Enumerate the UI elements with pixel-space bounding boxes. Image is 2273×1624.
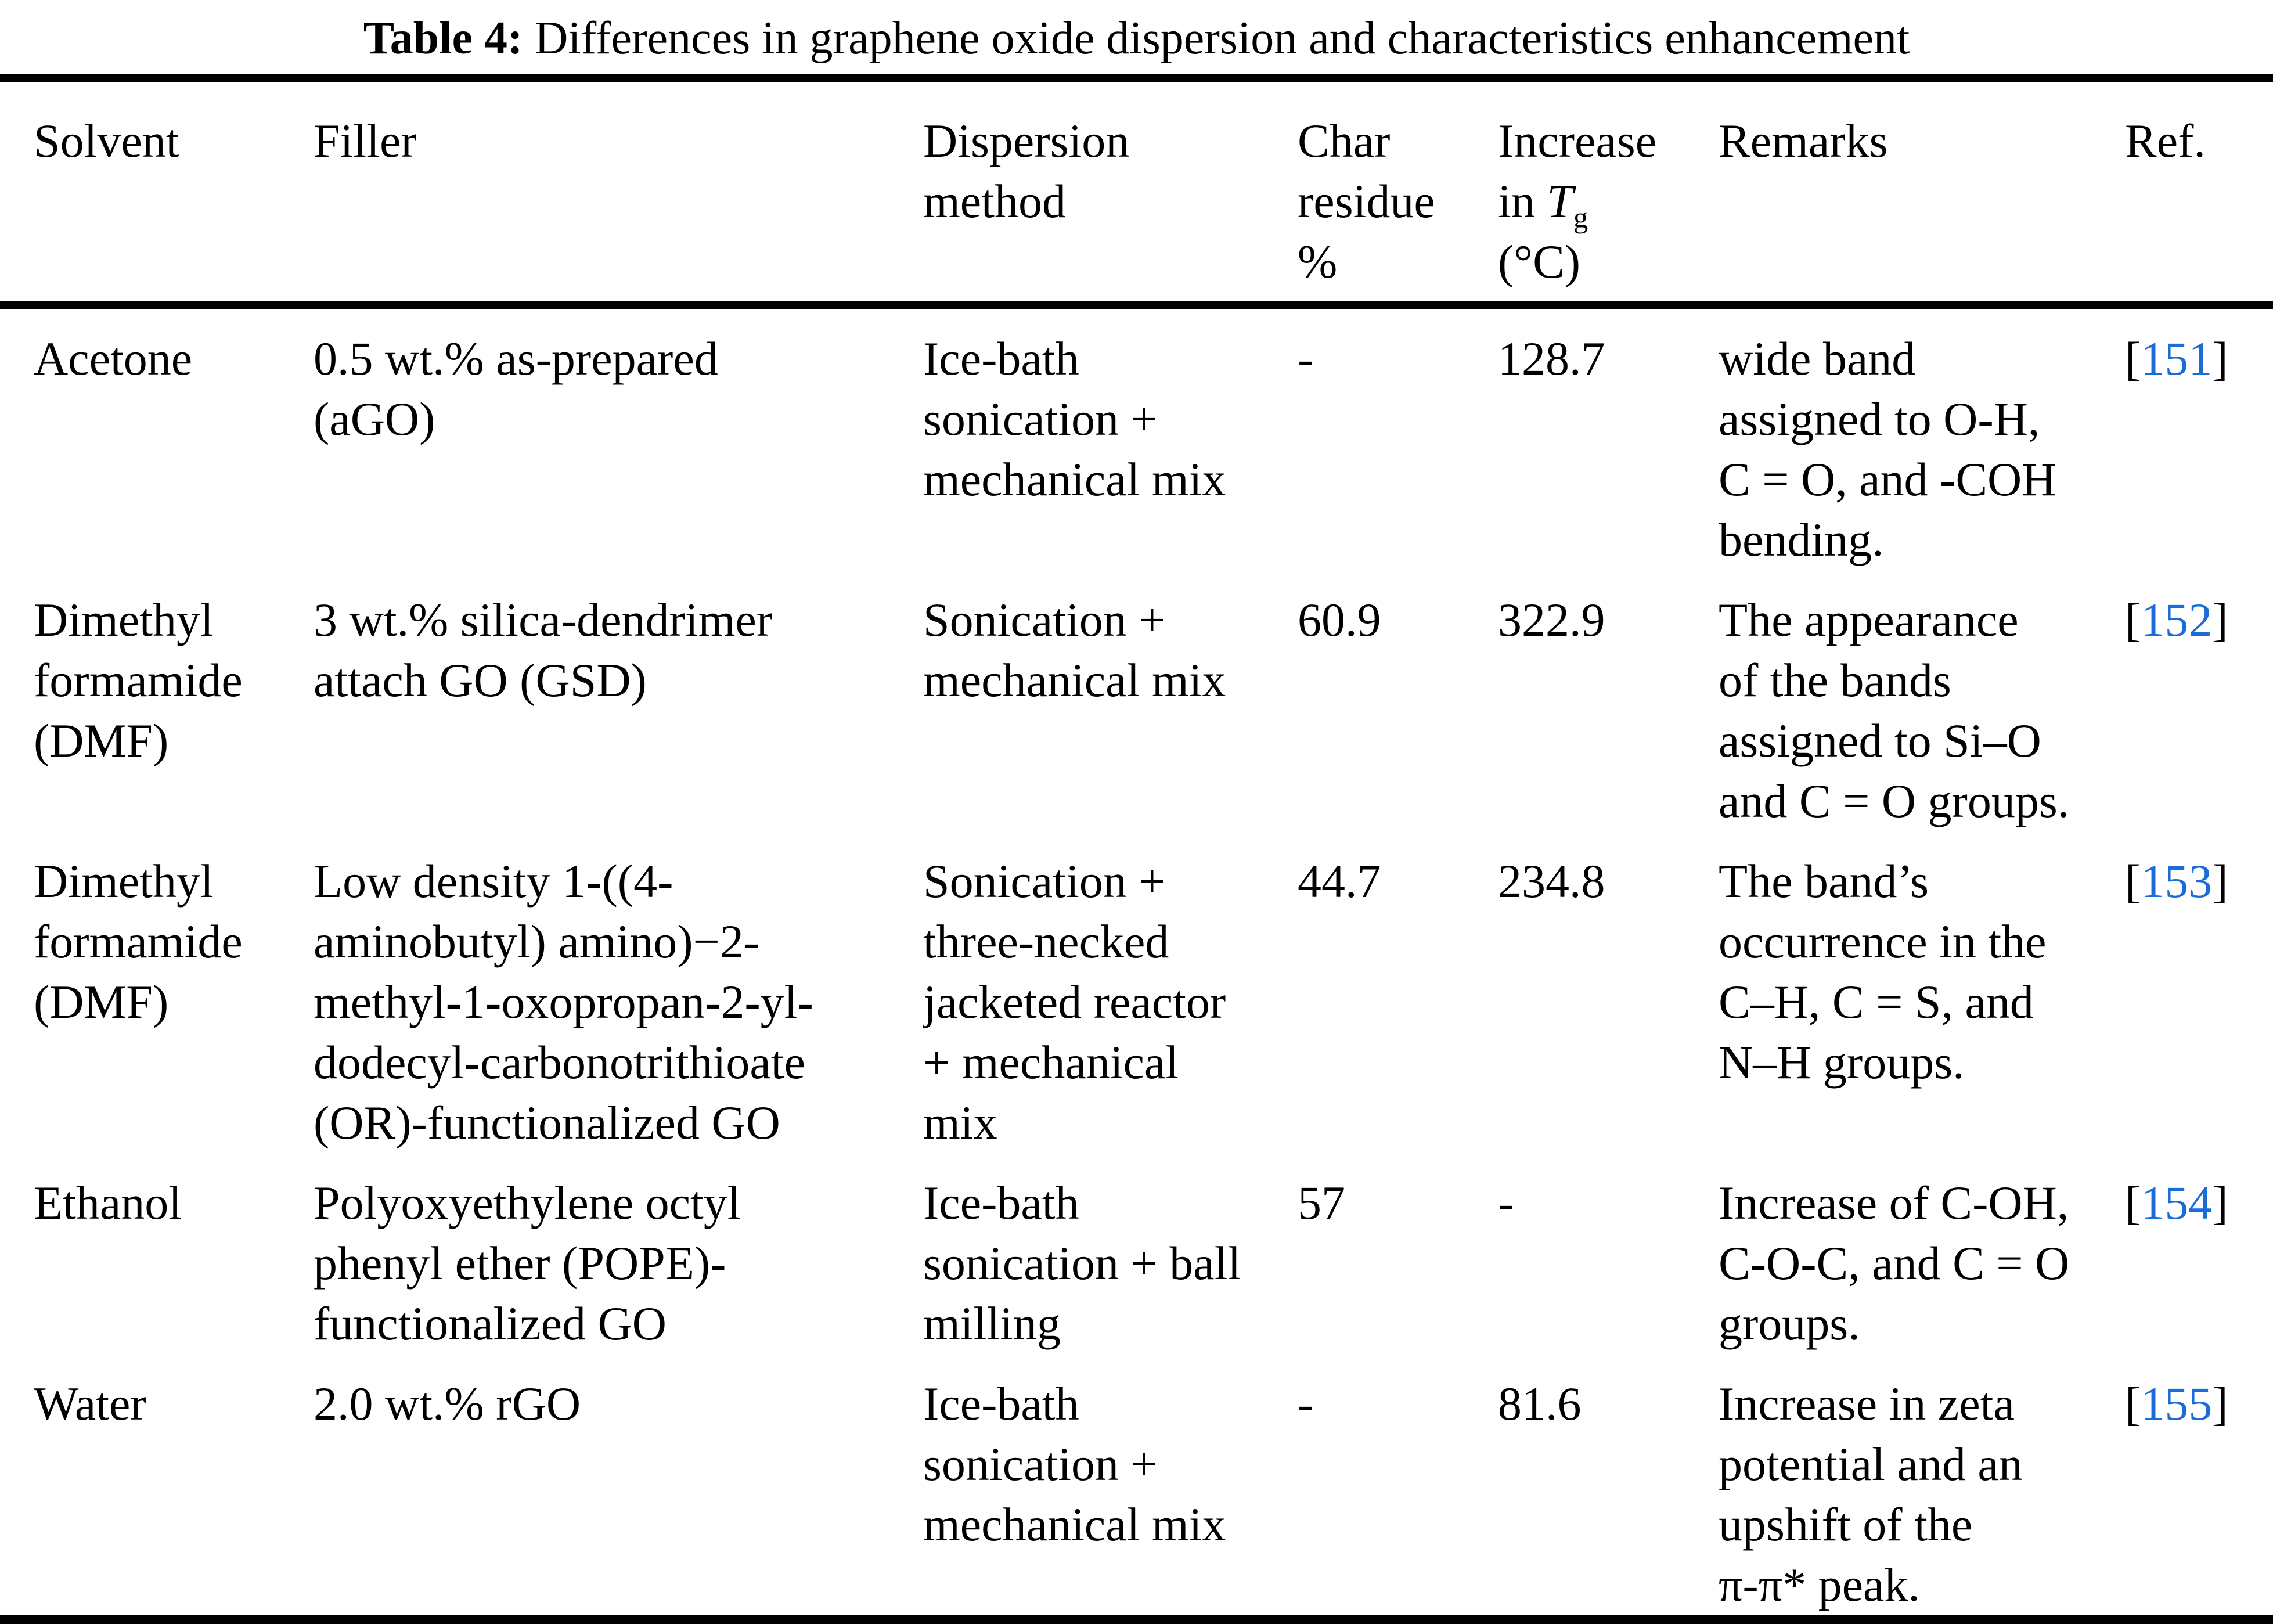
ref-link[interactable]: 152 xyxy=(2141,593,2213,646)
remarks-cell: Increase of C-OH, C-O-C, and C = O group… xyxy=(1719,1176,2070,1350)
filler-cell: Low density 1-((4- aminobutyl) amino)−2-… xyxy=(314,855,813,1149)
char-residue-cell: 57 xyxy=(1298,1176,1345,1229)
solvent-cell: Water xyxy=(34,1377,146,1430)
char-residue-cell: 60.9 xyxy=(1298,593,1381,646)
ref-link[interactable]: 155 xyxy=(2141,1377,2213,1430)
ref-bracket-close: ] xyxy=(2212,332,2228,385)
solvent-cell: Dimethyl formamide (DMF) xyxy=(34,593,243,767)
filler-cell: 0.5 wt.% as-prepared (aGO) xyxy=(314,332,718,445)
increase-tg-cell: 128.7 xyxy=(1498,332,1605,385)
header-row: Solvent Filler Dispersion method Char re… xyxy=(0,78,2273,309)
col-header-remarks: Remarks xyxy=(1719,78,2125,309)
ref-link[interactable]: 153 xyxy=(2141,855,2213,908)
ref-cell: [151] xyxy=(2125,305,2273,571)
ref-link[interactable]: 154 xyxy=(2141,1176,2213,1229)
table-row-ethanol: Ethanol Polyoxyethylene octyl phenyl eth… xyxy=(0,1153,2273,1354)
col-header-increase-tg: Increase in Tg (°C) xyxy=(1498,78,1719,309)
filler-cell: 3 wt.% silica-dendrimer attach GO (GSD) xyxy=(314,593,773,707)
ref-bracket-close: ] xyxy=(2212,593,2228,646)
col-header-char-residue: Char residue % xyxy=(1298,78,1498,309)
ref-link[interactable]: 151 xyxy=(2141,332,2213,385)
dispersion-method-cell: Ice-bath sonication + mechanical mix xyxy=(923,332,1226,506)
increase-tg-cell: 234.8 xyxy=(1498,855,1605,908)
go-dispersion-table: Solvent Filler Dispersion method Char re… xyxy=(0,74,2273,1624)
ref-bracket-open: [ xyxy=(2125,1176,2141,1229)
increase-tg-unit: (°C) xyxy=(1498,235,1581,288)
remarks-cell: The appearance of the bands assigned to … xyxy=(1719,593,2070,827)
increase-tg-text: Increase in xyxy=(1498,114,1657,228)
col-header-solvent: Solvent xyxy=(0,78,314,309)
col-header-ref: Ref. xyxy=(2125,78,2273,309)
remarks-cell: wide band assigned to O-H, C = O, and -C… xyxy=(1719,332,2056,566)
ref-bracket-open: [ xyxy=(2125,332,2141,385)
dispersion-method-cell: Ice-bath sonication + ball milling xyxy=(923,1176,1241,1350)
dispersion-method-cell: Sonication + mechanical mix xyxy=(923,593,1226,707)
dispersion-method-cell: Ice-bath sonication + mechanical mix xyxy=(923,1377,1226,1551)
increase-tg-cell: 81.6 xyxy=(1498,1377,1582,1430)
table-caption-label: Table 4: xyxy=(363,13,523,64)
ref-bracket-open: [ xyxy=(2125,1377,2141,1430)
col-header-filler: Filler xyxy=(314,78,923,309)
char-residue-cell: 44.7 xyxy=(1298,855,1381,908)
ref-bracket-close: ] xyxy=(2212,1176,2228,1229)
ref-cell: [154] xyxy=(2125,1153,2273,1354)
ref-cell: [152] xyxy=(2125,570,2273,831)
filler-cell: Polyoxyethylene octyl phenyl ether (POPE… xyxy=(314,1176,741,1350)
solvent-cell: Acetone xyxy=(34,332,193,385)
table-row-water: Water 2.0 wt.% rGO Ice-bath sonication +… xyxy=(0,1354,2273,1620)
ref-bracket-close: ] xyxy=(2212,855,2228,908)
ref-bracket-open: [ xyxy=(2125,855,2141,908)
tg-symbol: T xyxy=(1547,175,1573,228)
table-row-acetone: Acetone 0.5 wt.% as-prepared (aGO) Ice-b… xyxy=(0,305,2273,571)
solvent-cell: Ethanol xyxy=(34,1176,182,1229)
solvent-cell: Dimethyl formamide (DMF) xyxy=(34,855,243,1028)
table-caption-text: Differences in graphene oxide dispersion… xyxy=(534,13,1910,64)
tg-subscript: g xyxy=(1573,201,1588,234)
filler-cell: 2.0 wt.% rGO xyxy=(314,1377,581,1430)
remarks-cell: The band’s occurrence in the C–H, C = S,… xyxy=(1719,855,2047,1089)
ref-bracket-close: ] xyxy=(2212,1377,2228,1430)
ref-cell: [153] xyxy=(2125,831,2273,1153)
ref-cell: [155] xyxy=(2125,1354,2273,1620)
char-residue-cell: - xyxy=(1298,1377,1314,1430)
dispersion-method-cell: Sonication + three-necked jacketed react… xyxy=(923,855,1226,1149)
increase-tg-cell: 322.9 xyxy=(1498,593,1605,646)
table-row-dmf-gsd: Dimethyl formamide (DMF) 3 wt.% silica-d… xyxy=(0,570,2273,831)
char-residue-cell: - xyxy=(1298,332,1314,385)
table-row-dmf-or-go: Dimethyl formamide (DMF) Low density 1-(… xyxy=(0,831,2273,1153)
remarks-cell: Increase in zeta potential and an upshif… xyxy=(1719,1377,2023,1611)
table-caption: Table 4: Differences in graphene oxide di… xyxy=(0,0,2273,74)
col-header-dispersion-method: Dispersion method xyxy=(923,78,1298,309)
increase-tg-cell: - xyxy=(1498,1176,1514,1229)
ref-bracket-open: [ xyxy=(2125,593,2141,646)
